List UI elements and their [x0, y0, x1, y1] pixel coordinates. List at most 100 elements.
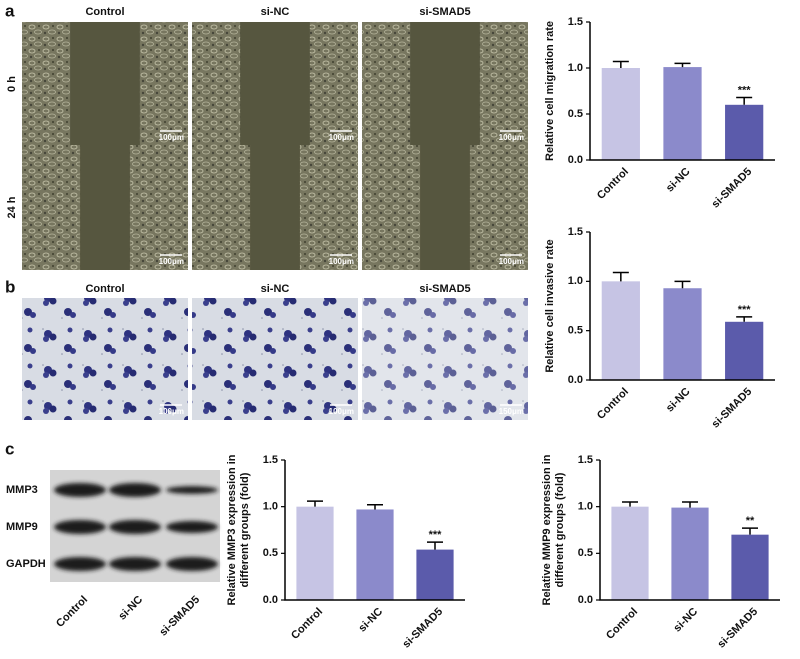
column-label: si-SMAD5 [419, 6, 470, 18]
blot-band [54, 483, 106, 497]
axis-line [589, 232, 775, 381]
y-tick-label: 0.0 [568, 374, 583, 386]
error-bar [736, 96, 753, 105]
panel-label: c [5, 439, 14, 458]
blot-row-label: MMP3 [6, 484, 38, 496]
significance-label: *** [738, 84, 752, 96]
y-tick-label: 0.5 [568, 108, 583, 120]
blot-band [166, 521, 218, 533]
blot-row-label: GAPDH [6, 558, 46, 570]
column-label: Control [85, 6, 124, 18]
blot-column-label: si-NC [116, 594, 145, 623]
bar [416, 549, 454, 600]
y-axis-label: Relative MMP9 expression in [541, 454, 553, 605]
x-tick-label: si-NC [356, 606, 385, 635]
y-axis-label: different groups (fold) [239, 472, 251, 587]
panel-label: a [5, 1, 15, 20]
blot-band [109, 557, 161, 571]
blot-band [109, 520, 161, 534]
cell-layer [362, 145, 421, 270]
y-tick-label: 0.5 [578, 547, 593, 559]
y-tick-label: 0.0 [568, 154, 583, 166]
scale-label: 100μm [329, 407, 354, 416]
bar [611, 506, 649, 600]
y-axis-label: Relative cell migration rate [544, 21, 556, 161]
y-axis-label: Relative cell invasive rate [544, 239, 556, 372]
error-bar [682, 501, 698, 508]
error-bar [427, 541, 443, 550]
transwell-image [22, 298, 188, 420]
cell-layer [479, 22, 528, 146]
y-tick-label: 0.0 [578, 594, 593, 606]
axis-line [589, 22, 775, 161]
cell-layer [22, 145, 81, 270]
axis-line [284, 460, 465, 601]
cell-layer [22, 22, 71, 146]
scale-label: 100μm [499, 257, 524, 266]
bar [671, 507, 709, 600]
y-tick-label: 1.5 [263, 454, 278, 466]
x-tick-label: Control [604, 606, 640, 642]
blot-band [109, 483, 161, 497]
error-bar [307, 500, 323, 507]
bar [725, 321, 764, 380]
scale-label: 100μm [159, 133, 184, 142]
y-tick-label: 0.5 [568, 325, 583, 337]
x-tick-label: si-NC [664, 386, 693, 415]
error-bar [742, 527, 758, 535]
cell-layer [139, 22, 188, 146]
bar [725, 104, 764, 160]
bar [601, 68, 640, 160]
column-label: si-NC [261, 283, 290, 295]
y-tick-label: 1.0 [578, 501, 593, 513]
scale-label: 100μm [159, 257, 184, 266]
x-tick-label: Control [595, 166, 631, 202]
axis-line [599, 460, 780, 601]
scale-label: 100μm [329, 133, 354, 142]
y-axis-label: Relative MMP3 expression in [226, 454, 238, 605]
cell-layer [192, 22, 241, 146]
significance-label: *** [738, 304, 752, 316]
y-axis-label: different groups (fold) [554, 472, 566, 587]
cell-layer [192, 145, 251, 270]
blot-band [166, 486, 218, 494]
cell-layer [299, 145, 358, 270]
blot-column-label: si-SMAD5 [157, 594, 202, 639]
y-tick-label: 1.5 [578, 454, 593, 466]
row-label: 0 h [6, 76, 18, 92]
y-tick-label: 1.0 [263, 501, 278, 513]
blot-band [54, 520, 106, 534]
transwell-image [362, 298, 528, 420]
y-tick-label: 1.5 [568, 226, 583, 238]
significance-label: *** [429, 529, 443, 541]
error-bar [622, 501, 638, 507]
error-bar [612, 271, 629, 282]
bar [356, 509, 394, 600]
scale-label: 100μm [499, 133, 524, 142]
cell-layer [362, 22, 411, 146]
cell-layer [309, 22, 358, 146]
error-bar [674, 280, 691, 289]
y-tick-label: 1.0 [568, 62, 583, 74]
x-tick-label: si-SMAD5 [715, 606, 760, 651]
blot-band [166, 557, 218, 571]
error-bar [612, 60, 629, 68]
x-tick-label: si-NC [671, 606, 700, 635]
row-label: 24 h [6, 196, 18, 218]
panel-label: b [5, 277, 15, 296]
bar [296, 506, 334, 600]
blot-band [54, 557, 106, 571]
y-tick-label: 1.0 [568, 275, 583, 287]
error-bar [674, 62, 691, 68]
bar [663, 288, 702, 380]
y-tick-label: 0.0 [263, 594, 278, 606]
x-tick-label: si-SMAD5 [400, 606, 445, 651]
significance-label: ** [746, 515, 755, 527]
x-tick-label: si-SMAD5 [710, 166, 755, 211]
scale-label: 150μm [499, 407, 524, 416]
blot-column-label: Control [54, 594, 90, 630]
column-label: si-SMAD5 [419, 283, 470, 295]
blot-row-label: MMP9 [6, 521, 38, 533]
bar [731, 534, 769, 600]
